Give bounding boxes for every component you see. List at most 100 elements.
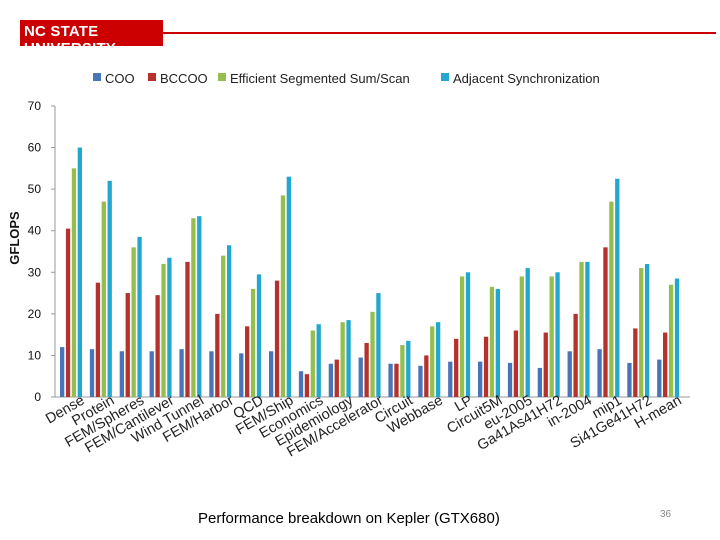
- bar: [519, 276, 524, 397]
- bar: [567, 351, 572, 397]
- y-tick-label: 20: [28, 307, 42, 321]
- y-tick-label: 70: [28, 99, 42, 113]
- bar: [71, 168, 77, 397]
- bar: [579, 261, 584, 397]
- bar: [394, 363, 399, 397]
- bar: [543, 332, 548, 397]
- bar: [435, 322, 441, 397]
- y-tick-label: 30: [28, 265, 42, 279]
- bar: [197, 216, 202, 397]
- bar: [406, 340, 411, 397]
- bar: [424, 355, 429, 397]
- bar: [639, 268, 644, 397]
- bar: [525, 268, 530, 397]
- bar: [161, 263, 166, 397]
- page-number: 36: [660, 509, 672, 520]
- slide-caption: Performance breakdown on Kepler (GTX680): [198, 510, 500, 527]
- bar: [346, 320, 351, 397]
- bar: [125, 293, 130, 397]
- legend-swatch: [148, 73, 156, 81]
- y-tick-label: 60: [28, 141, 42, 155]
- bar: [209, 351, 214, 397]
- bar: [167, 257, 172, 397]
- bar: [478, 361, 483, 397]
- bar: [310, 330, 315, 397]
- bar: [537, 367, 543, 397]
- bar: [376, 293, 381, 397]
- bar: [507, 362, 513, 397]
- bar: [549, 276, 554, 397]
- bar: [179, 349, 184, 397]
- legend-swatch: [93, 73, 101, 81]
- bar: [454, 338, 459, 397]
- bar: [663, 332, 668, 397]
- bar: [119, 351, 125, 397]
- bar: [77, 147, 82, 397]
- bar: [513, 330, 519, 397]
- university-logo: NC STATE UNIVERSITY: [20, 20, 163, 57]
- bar: [609, 201, 614, 397]
- bar: [60, 347, 65, 397]
- bar: [334, 359, 339, 397]
- bar: [358, 357, 363, 397]
- header-divider: [163, 32, 716, 34]
- bar: [674, 278, 680, 397]
- bar: [215, 313, 220, 397]
- bar: [107, 180, 112, 397]
- bar: [340, 322, 345, 397]
- bar: [280, 195, 286, 397]
- bar: [250, 288, 256, 397]
- bar: [95, 282, 101, 397]
- y-tick-label: 40: [28, 224, 42, 238]
- bar: [298, 371, 304, 397]
- y-axis-title: GFLOPS: [7, 211, 22, 265]
- university-logo-bar: NC STATE UNIVERSITY: [20, 20, 716, 57]
- bar: [131, 247, 136, 397]
- bar: [448, 361, 453, 397]
- chart-legend: COO BCCOO Efficient Segmented Sum/Scan Adja…: [93, 71, 600, 86]
- bar: [573, 313, 578, 397]
- y-tick-label: 10: [28, 348, 42, 362]
- bar: [226, 245, 232, 397]
- bar: [430, 326, 435, 397]
- bar: [633, 328, 638, 397]
- bar: [364, 342, 369, 397]
- bar: [185, 261, 190, 397]
- bar: [657, 359, 662, 397]
- performance-bar-chart: COO BCCOO Efficient Segmented Sum/Scan Adja…: [7, 71, 690, 460]
- legend-swatch: [441, 73, 449, 81]
- bar: [286, 176, 291, 397]
- x-tick-label: LP: [452, 393, 475, 416]
- bar: [155, 295, 160, 397]
- logo-text: NC STATE UNIVERSITY: [24, 23, 117, 57]
- bar: [489, 286, 495, 397]
- bar: [603, 247, 608, 397]
- legend-swatch: [218, 73, 226, 81]
- x-axis-labels: DenseProteinFEM/SpheresFEM/CantileverWin…: [43, 392, 684, 460]
- bar: [465, 272, 471, 397]
- legend-label: BCCOO: [160, 71, 208, 86]
- bar: [256, 274, 262, 397]
- bar: [459, 276, 465, 397]
- bar: [668, 284, 674, 397]
- bar: [274, 280, 280, 397]
- bar: [101, 201, 106, 397]
- bar: [328, 363, 334, 397]
- bar: [585, 261, 590, 397]
- bar: [418, 365, 423, 397]
- bar: [304, 374, 310, 397]
- bar: [615, 178, 620, 397]
- bar: [239, 353, 244, 397]
- bar: [495, 288, 500, 397]
- bar: [89, 349, 95, 397]
- bar-series: [60, 147, 680, 397]
- bar: [555, 272, 560, 397]
- bar: [221, 255, 226, 397]
- bar: [388, 363, 393, 397]
- bar: [644, 263, 650, 397]
- legend-label: Efficient Segmented Sum/Scan: [230, 71, 410, 86]
- legend-label: COO: [105, 71, 135, 86]
- bar: [316, 324, 321, 397]
- bar: [65, 228, 71, 397]
- bar: [483, 336, 489, 397]
